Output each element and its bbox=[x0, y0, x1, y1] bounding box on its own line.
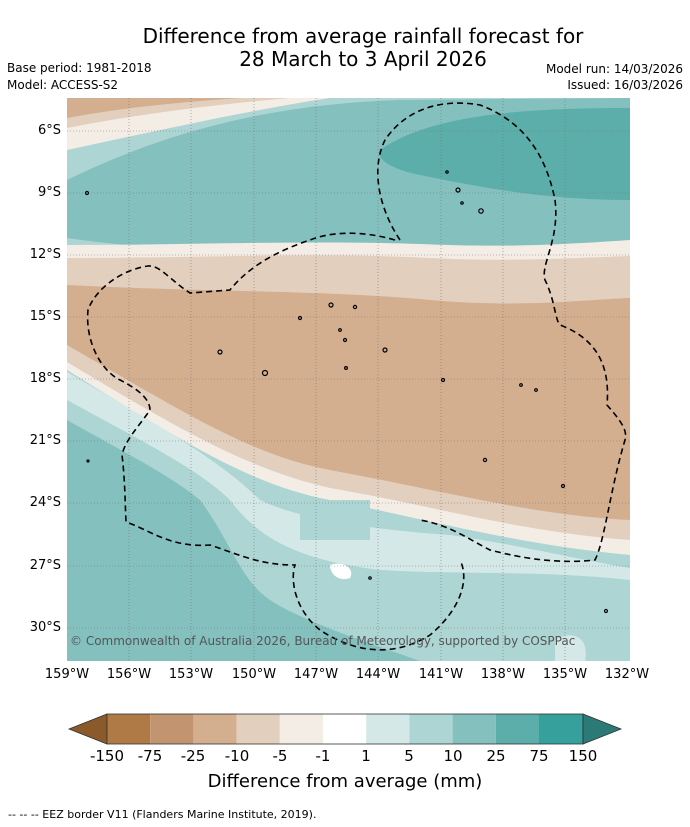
lat-label-24s: 24°S bbox=[29, 495, 61, 510]
colorbar-bin bbox=[323, 714, 367, 744]
lon-label-150w: 150°W bbox=[231, 667, 277, 682]
copyright-notice: © Commonwealth of Australia 2026, Bureau… bbox=[70, 634, 576, 648]
island-markers bbox=[84, 170, 609, 614]
lon-label-147w: 147°W bbox=[293, 667, 339, 682]
colorbar-tick: -150 bbox=[89, 747, 125, 765]
colorbar-bin bbox=[193, 714, 237, 744]
colorbar-bin bbox=[279, 714, 323, 744]
lon-label-138w: 138°W bbox=[480, 667, 526, 682]
colorbar-tick: 10 bbox=[443, 747, 463, 765]
title-line-1: Difference from average rainfall forecas… bbox=[142, 24, 584, 48]
lat-label-21s: 21°S bbox=[29, 433, 61, 448]
lat-label-6s: 6°S bbox=[37, 123, 61, 138]
colorbar-title: Difference from average (mm) bbox=[207, 771, 483, 792]
model-run: Model run: 14/03/2026 bbox=[545, 62, 683, 76]
graticule bbox=[67, 98, 630, 661]
colorbar-arrow-left bbox=[67, 713, 108, 745]
colorbar-tick: 75 bbox=[529, 747, 549, 765]
eez-footnote: -- -- -- EEZ border V11 (Flanders Marine… bbox=[8, 808, 317, 821]
lon-label-135w: 135°W bbox=[542, 667, 588, 682]
lon-label-153w: 153°W bbox=[168, 667, 214, 682]
colorbar-bin bbox=[107, 714, 151, 744]
lon-label-141w: 141°W bbox=[418, 667, 464, 682]
lon-label-159w: 159°W bbox=[44, 667, 90, 682]
colorbar-tick: -25 bbox=[180, 747, 206, 765]
lat-label-30s: 30°S bbox=[29, 620, 61, 635]
colorbar-bin bbox=[236, 714, 280, 744]
colorbar-bin bbox=[409, 714, 453, 744]
colorbar-bin bbox=[452, 714, 496, 744]
base-period: Base period: 1981-2018 bbox=[7, 61, 152, 75]
forecast-field bbox=[67, 98, 630, 661]
colorbar-tick: 1 bbox=[361, 747, 371, 765]
colorbar-tick: -1 bbox=[315, 747, 331, 765]
lat-label-9s: 9°S bbox=[37, 185, 61, 200]
colorbar-bin bbox=[150, 714, 194, 744]
lat-label-18s: 18°S bbox=[29, 371, 61, 386]
model-name: Model: ACCESS-S2 bbox=[7, 78, 119, 92]
colorbar-tick: 150 bbox=[568, 747, 598, 765]
lat-label-27s: 27°S bbox=[29, 558, 61, 573]
issued-date: Issued: 16/03/2026 bbox=[567, 78, 683, 92]
eez-border bbox=[86, 102, 627, 651]
colorbar-bin bbox=[539, 714, 583, 744]
colorbar-tick: -10 bbox=[224, 747, 250, 765]
colorbar-bin bbox=[495, 714, 539, 744]
colorbar-arrow-right bbox=[582, 713, 623, 745]
lon-label-144w: 144°W bbox=[355, 667, 401, 682]
lon-label-132w: 132°W bbox=[604, 667, 650, 682]
colorbar-tick: -5 bbox=[272, 747, 288, 765]
colorbar-tick: 5 bbox=[404, 747, 414, 765]
colorbar bbox=[67, 713, 623, 745]
lon-label-156w: 156°W bbox=[106, 667, 152, 682]
colorbar-tick: -75 bbox=[137, 747, 163, 765]
title-line-2: 28 March to 3 April 2026 bbox=[239, 47, 487, 71]
colorbar-bin bbox=[366, 714, 410, 744]
lat-label-12s: 12°S bbox=[29, 247, 61, 262]
colorbar-tick: 25 bbox=[486, 747, 506, 765]
lat-label-15s: 15°S bbox=[29, 309, 61, 324]
